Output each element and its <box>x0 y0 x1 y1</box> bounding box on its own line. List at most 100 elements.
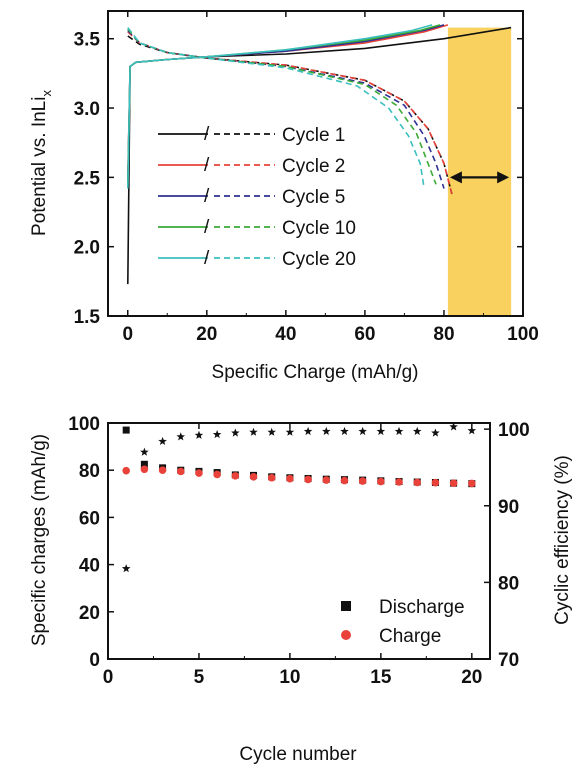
charge-point <box>377 477 385 486</box>
legend-separator: / <box>204 217 210 238</box>
y-tick-label: 2.0 <box>74 238 100 259</box>
right-y-tick-label: 70 <box>498 650 519 671</box>
y-tick-label: 40 <box>79 556 100 577</box>
legend-label-charge: Charge <box>379 626 441 647</box>
charge-point <box>449 479 458 487</box>
highlight-region <box>447 27 512 317</box>
right-y-tick-label: 90 <box>498 497 519 518</box>
y-tick-label: 80 <box>79 461 100 482</box>
charge-point <box>231 472 240 480</box>
x-tick-label: 0 <box>122 324 133 345</box>
chart1-y-axis-label: Potential vs. InLix <box>29 90 54 236</box>
chart2-x-ticks: 0 5 10 15 20 <box>103 423 482 688</box>
legend-label-cycle-5: Cycle 5 <box>282 187 345 208</box>
legend-label-cycle-1: Cycle 1 <box>282 125 345 146</box>
charge-point <box>358 477 367 485</box>
x-tick-label: 20 <box>461 667 482 688</box>
charge-point <box>158 466 167 475</box>
y-tick-label: 100 <box>68 414 100 435</box>
series-cycle-20-charge-line <box>127 24 433 189</box>
chart2-legend: Discharge Charge <box>341 597 465 647</box>
x-tick-label: 60 <box>354 324 375 345</box>
charge-point <box>195 469 203 477</box>
legend-label-cycle-20: Cycle 20 <box>282 249 356 270</box>
y-tick-label: 1.5 <box>74 307 101 328</box>
chart2-x-axis-label: Cycle number <box>239 744 357 765</box>
y-tick-label: 0 <box>89 650 100 671</box>
efficiency-point <box>158 436 167 445</box>
double-arrow <box>449 171 510 184</box>
chart1-x-ticks: 0 20 40 60 80 100 <box>122 11 539 345</box>
y-tick-label: 3.0 <box>74 99 100 120</box>
charge-point <box>340 476 349 485</box>
charge-point <box>395 478 403 486</box>
efficiency-point <box>176 432 185 441</box>
charge-point <box>122 466 130 475</box>
efficiency-point <box>322 426 331 436</box>
x-tick-label: 0 <box>103 667 114 688</box>
charge-point <box>249 473 258 481</box>
charge-point <box>140 465 149 474</box>
efficiency-point <box>431 428 440 437</box>
charge-point <box>304 475 312 484</box>
chart1-x-axis-label: Specific Charge (mAh/g) <box>212 362 419 383</box>
y-tick-label: 20 <box>79 603 100 624</box>
x-tick-label: 5 <box>194 667 205 688</box>
efficiency-point <box>413 426 422 436</box>
arrow-head-left <box>449 171 462 184</box>
legend-separator: / <box>204 186 210 207</box>
series-cycle-2-charge-line <box>127 24 449 178</box>
efficiency-point <box>340 426 349 436</box>
efficiency-point <box>140 447 149 456</box>
legend-label-discharge: Discharge <box>379 597 465 618</box>
charge-point <box>322 476 331 484</box>
x-tick-label: 40 <box>275 324 296 345</box>
efficiency-point <box>194 430 204 439</box>
efficiency-point <box>467 426 477 435</box>
chart2-series-group <box>121 422 477 573</box>
chart2-left-y-axis-label: Specific charges (mAh/g) <box>29 434 50 646</box>
discharge-point <box>122 426 130 434</box>
legend-label-cycle-2: Cycle 2 <box>282 156 345 177</box>
legend-separator: / <box>204 155 210 176</box>
y-tick-label: 2.5 <box>74 168 101 189</box>
discharge-point <box>140 460 148 468</box>
efficiency-point <box>267 427 276 436</box>
charge-point <box>468 479 476 488</box>
efficiency-point <box>376 426 386 436</box>
arrow-head-right <box>497 171 510 184</box>
legend-separator: / <box>204 124 210 145</box>
y-tick-label: 3.5 <box>74 30 101 51</box>
chart1-frame <box>107 10 524 317</box>
charge-point <box>176 467 185 476</box>
x-tick-label: 20 <box>196 324 217 345</box>
x-tick-label: 100 <box>507 324 539 345</box>
chart2-right-y-ticks: 70 80 90 100 <box>484 420 530 671</box>
efficiency-point <box>358 426 367 436</box>
legend-separator: / <box>204 248 210 269</box>
right-y-tick-label: 100 <box>498 420 530 441</box>
efficiency-point <box>212 430 222 439</box>
legend-charge-marker <box>341 630 351 640</box>
efficiency-point <box>303 426 313 436</box>
x-tick-label: 80 <box>433 324 454 345</box>
chart2-y-ticks: 0 20 40 60 80 100 <box>68 414 114 671</box>
series-cycle-20-discharge-line <box>127 27 425 189</box>
charge-point <box>286 474 294 483</box>
potential-chart: 0 20 40 60 80 100 1.5 2.0 2.5 3.0 3.5 / Cycle 1 / Cy… <box>29 10 539 383</box>
right-y-tick-label: 80 <box>498 573 519 594</box>
x-tick-label: 15 <box>370 667 392 688</box>
legend-discharge-marker <box>341 601 351 611</box>
chart1-legend: / Cycle 1 / Cycle 2 / Cycle 5 / Cycle 10 / Cycle … <box>158 124 356 270</box>
chart1-series-group <box>127 24 512 285</box>
charge-point <box>431 478 440 487</box>
efficiency-point <box>394 426 404 436</box>
efficiency-point <box>249 427 258 436</box>
chart2-right-y-axis-label: Cyclic efficiency (%) <box>552 455 573 625</box>
chart2-frame <box>107 422 491 660</box>
legend-label-cycle-10: Cycle 10 <box>282 218 356 239</box>
x-tick-label: 10 <box>279 667 300 688</box>
charge-point <box>213 470 221 479</box>
efficiency-point <box>285 427 295 436</box>
